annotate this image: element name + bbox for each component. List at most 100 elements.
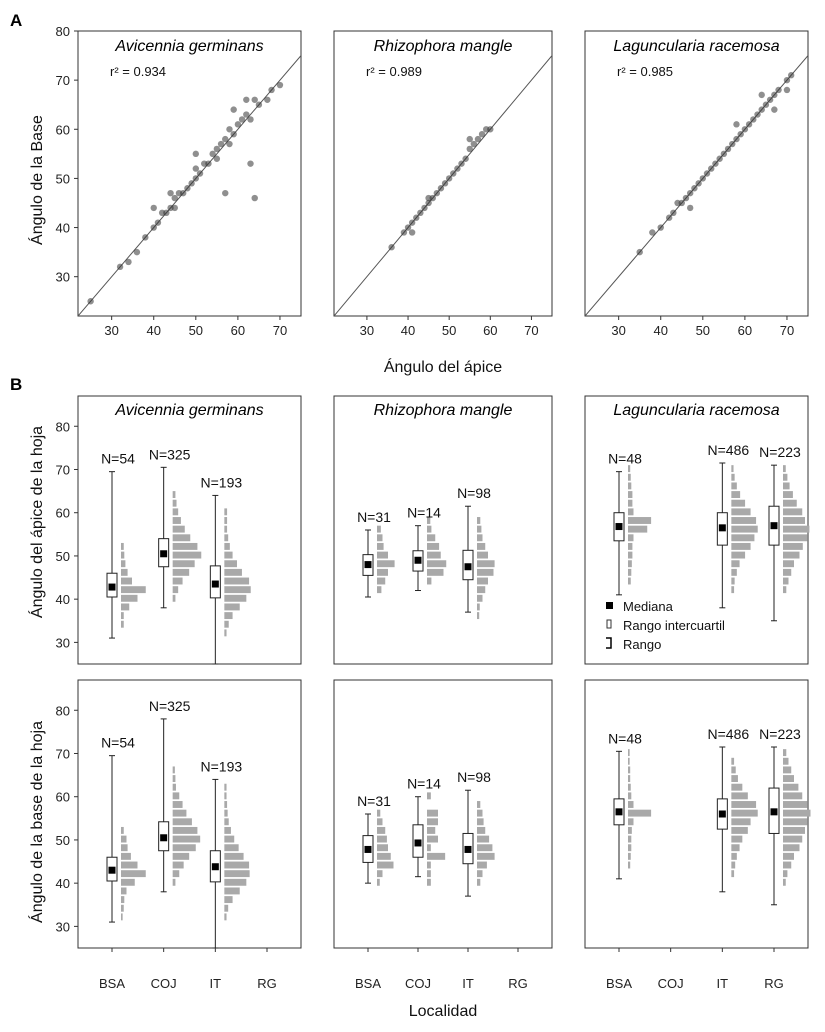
- histogram-bar: [628, 577, 631, 585]
- histogram-bar: [731, 835, 743, 843]
- scatter-point: [209, 150, 216, 158]
- histogram-bar: [731, 766, 736, 774]
- median-marker: [160, 550, 168, 558]
- histogram-bar: [427, 551, 441, 559]
- histogram-bar: [628, 482, 632, 490]
- median-marker: [770, 808, 778, 816]
- scatter-point: [238, 116, 246, 123]
- sample-size-label: N=31: [357, 793, 391, 809]
- scatter-point: [247, 116, 254, 123]
- x-category-label: RG: [508, 976, 528, 991]
- x-category-label: BSA: [606, 976, 632, 991]
- histogram-bar: [427, 525, 432, 533]
- histogram-bar: [377, 852, 391, 860]
- scatter-point: [695, 180, 702, 187]
- histogram-bar: [731, 818, 751, 826]
- box-group-coj: [412, 792, 446, 886]
- histogram-bar: [224, 783, 227, 791]
- scatter-point: [441, 180, 449, 187]
- box-group-it: [209, 778, 250, 949]
- histogram-bar: [731, 870, 735, 878]
- scatter-point: [771, 106, 778, 113]
- scatter-point: [404, 224, 412, 231]
- histogram-bar: [427, 577, 432, 585]
- y-tick-label: 70: [56, 746, 70, 761]
- histogram-bar: [731, 809, 758, 817]
- scatter-frame: [584, 30, 809, 317]
- histogram-bar: [224, 904, 229, 912]
- histogram-bar: [224, 870, 250, 878]
- scatter-point: [255, 101, 263, 108]
- histogram-bar: [477, 818, 484, 826]
- histogram-bar: [783, 491, 793, 499]
- scatter-point: [775, 86, 782, 94]
- histogram-bar: [121, 586, 146, 594]
- median-marker: [464, 563, 472, 571]
- scatter-point: [733, 121, 740, 128]
- histogram-bar: [224, 844, 239, 852]
- histogram-bar: [628, 508, 634, 516]
- box-group-it: [462, 789, 495, 897]
- histogram-bar: [224, 594, 247, 602]
- histogram-bar: [628, 551, 633, 559]
- histogram-bar: [121, 560, 126, 568]
- scatter-point: [192, 165, 200, 172]
- histogram-bar: [783, 775, 794, 783]
- legend-median-swatch: [606, 602, 613, 609]
- histogram-bar: [783, 473, 788, 481]
- scatter-point: [408, 219, 416, 226]
- histogram-bar: [477, 852, 495, 860]
- median-marker: [108, 866, 116, 874]
- histogram-bar: [628, 560, 632, 568]
- scatter-point: [708, 165, 715, 172]
- sample-size-label: N=325: [149, 446, 191, 462]
- scatter-point: [230, 130, 237, 138]
- histogram-bar: [628, 826, 632, 834]
- r-squared-label: r² = 0.934: [110, 64, 166, 79]
- histogram-bar: [783, 525, 810, 533]
- y-tick-label: 80: [56, 24, 70, 39]
- histogram-bar: [731, 852, 737, 860]
- scatter-frame: [333, 30, 553, 317]
- histogram-bar: [783, 499, 797, 507]
- y-tick-label: 70: [56, 462, 70, 477]
- histogram-bar: [121, 870, 146, 878]
- box-panel-top-3: [584, 395, 810, 665]
- y-tick-label: 30: [56, 919, 70, 934]
- scatter-point: [171, 194, 178, 202]
- histogram-bar: [783, 560, 794, 568]
- scatter-point: [454, 165, 461, 172]
- histogram-bar: [172, 852, 190, 860]
- y-tick-label: 80: [56, 419, 70, 434]
- histogram-bar: [377, 818, 383, 826]
- histogram-bar: [628, 749, 630, 757]
- histogram-bar: [121, 577, 132, 585]
- histogram-bar: [731, 844, 740, 852]
- histogram-bar: [783, 878, 786, 886]
- box-frame: [77, 679, 302, 949]
- scatter-point: [388, 244, 395, 251]
- histogram-bar: [121, 913, 123, 921]
- scatter-point: [400, 229, 408, 236]
- x-category-label: RG: [257, 976, 277, 991]
- histogram-bar: [477, 560, 495, 568]
- sample-size-label: N=193: [201, 474, 243, 490]
- histogram-bar: [121, 568, 128, 576]
- panel-b-label: B: [10, 375, 22, 394]
- legend-iqr-swatch: [606, 619, 612, 629]
- y-tick-label: 50: [56, 549, 70, 564]
- x-tick-label: 40: [654, 323, 668, 338]
- histogram-bar: [172, 499, 177, 507]
- histogram-bar: [783, 757, 789, 765]
- box-group-coj: [412, 517, 447, 592]
- histogram-bar: [377, 568, 388, 576]
- box-panel-top-2: [333, 395, 553, 665]
- histogram-bar: [783, 551, 800, 559]
- histogram-bar: [427, 870, 431, 878]
- histogram-bar: [172, 560, 195, 568]
- histogram-bar: [377, 835, 387, 843]
- scatter-point: [766, 96, 774, 103]
- histogram-bar: [172, 586, 179, 594]
- box-frame: [333, 395, 553, 665]
